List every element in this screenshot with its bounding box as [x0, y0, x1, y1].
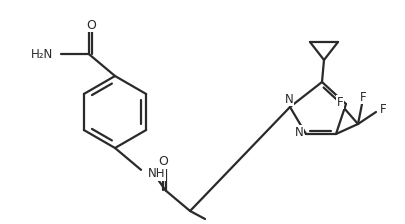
Text: F: F — [336, 95, 343, 108]
Text: O: O — [158, 155, 168, 168]
Text: F: F — [359, 90, 365, 103]
Text: O: O — [86, 19, 96, 32]
Text: F: F — [379, 103, 386, 116]
Text: NH: NH — [148, 167, 165, 180]
Text: N: N — [294, 125, 303, 138]
Text: H₂N: H₂N — [31, 48, 53, 61]
Text: N: N — [284, 93, 293, 106]
